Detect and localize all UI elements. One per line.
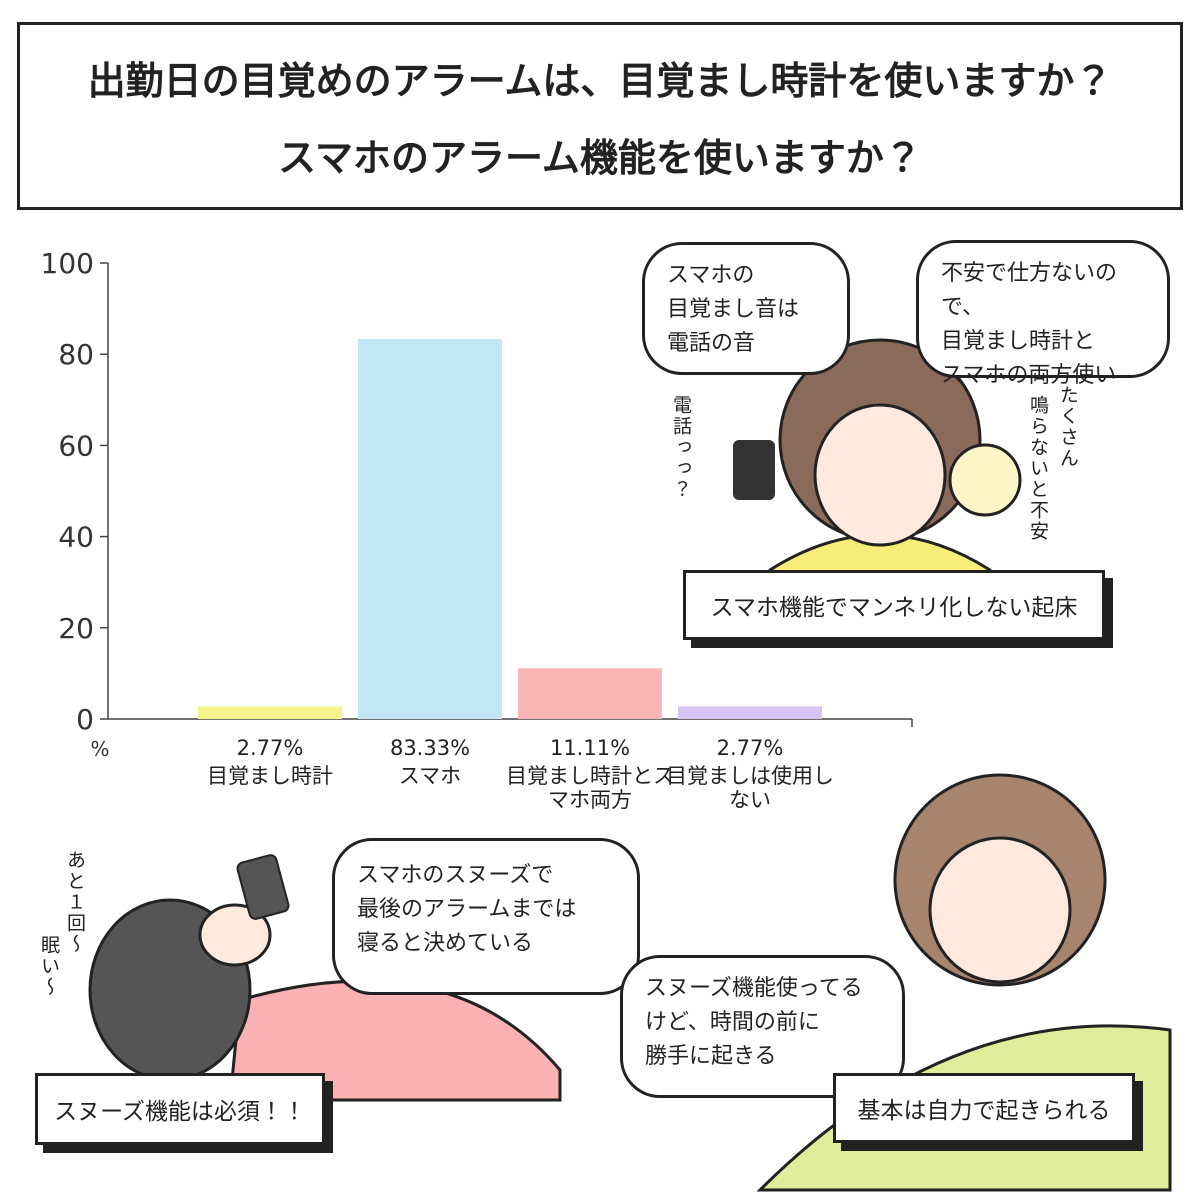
bar: [358, 339, 502, 719]
y-tick-label: 60: [58, 429, 94, 462]
caption: 基本は自力で起きられる: [833, 1073, 1135, 1143]
bubble-line: 電話の音: [667, 331, 756, 356]
bubble-line: スマホのスヌーズで: [357, 863, 554, 888]
caption: スヌーズ機能は必須！！: [35, 1073, 325, 1145]
bar: [678, 706, 822, 719]
bubble-line: 目覚まし時計と: [941, 329, 1096, 354]
value-label: 2.77%: [236, 736, 304, 760]
bubble-line: けど、時間の前に: [645, 1010, 820, 1035]
y-tick-label: 0: [76, 703, 94, 736]
sound-effect: 鳴らないと不安: [1027, 395, 1049, 542]
value-label: 2.77%: [716, 736, 784, 760]
y-tick-label: 40: [58, 521, 94, 554]
x-tick-label: 目覚まし時計: [207, 764, 333, 788]
sound-effect: 眠い〜: [38, 935, 60, 998]
speech-bubble: スマホの 目覚まし音は 電話の音: [642, 242, 850, 375]
sound-effect: たくさん: [1057, 385, 1079, 469]
bubble-line: 目覚まし音は: [667, 297, 800, 322]
bubble-line: スヌーズ機能使ってる: [645, 976, 863, 1001]
title-box: 出勤日の目覚めのアラームは、目覚まし時計を使いますか？ スマホのアラーム機能を使…: [17, 22, 1183, 210]
bar: [198, 706, 342, 719]
bubble-line: 不安で仕方ないので、: [941, 261, 1118, 320]
sound-effect: 電話っっ？: [670, 395, 692, 500]
bubble-line: 勝手に起きる: [645, 1044, 777, 1069]
bubble-line: スマホの両方使い: [941, 363, 1117, 388]
y-tick-label: 100: [41, 247, 94, 280]
x-tick-label: 目覚まし時計とスマホ両方: [506, 764, 674, 812]
sound-effect: あと１回〜: [64, 850, 86, 955]
y-unit: %: [90, 737, 109, 761]
y-tick-label: 80: [58, 338, 94, 371]
title-line: スマホのアラーム機能を使いますか？: [278, 136, 922, 180]
caption: スマホ機能でマンネリ化しない起床: [683, 570, 1105, 640]
bubble-line: 最後のアラームまでは: [357, 897, 577, 922]
value-label: 83.33%: [389, 736, 471, 760]
title-line: 出勤日の目覚めのアラームは、目覚まし時計を使いますか？: [87, 59, 1113, 103]
bar: [518, 668, 662, 719]
speech-bubble: 不安で仕方ないので、 目覚まし時計と スマホの両方使い: [916, 240, 1170, 388]
speech-bubble: スマホのスヌーズで 最後のアラームまでは 寝ると決めている: [332, 838, 640, 995]
x-tick-label: 目覚ましは使用しない: [666, 764, 834, 812]
bubble-line: スマホの: [667, 263, 755, 288]
bubble-line: 寝ると決めている: [357, 931, 534, 956]
value-label: 11.11%: [549, 736, 631, 760]
x-tick-label: スマホ: [398, 764, 462, 788]
y-tick-label: 20: [58, 612, 94, 645]
